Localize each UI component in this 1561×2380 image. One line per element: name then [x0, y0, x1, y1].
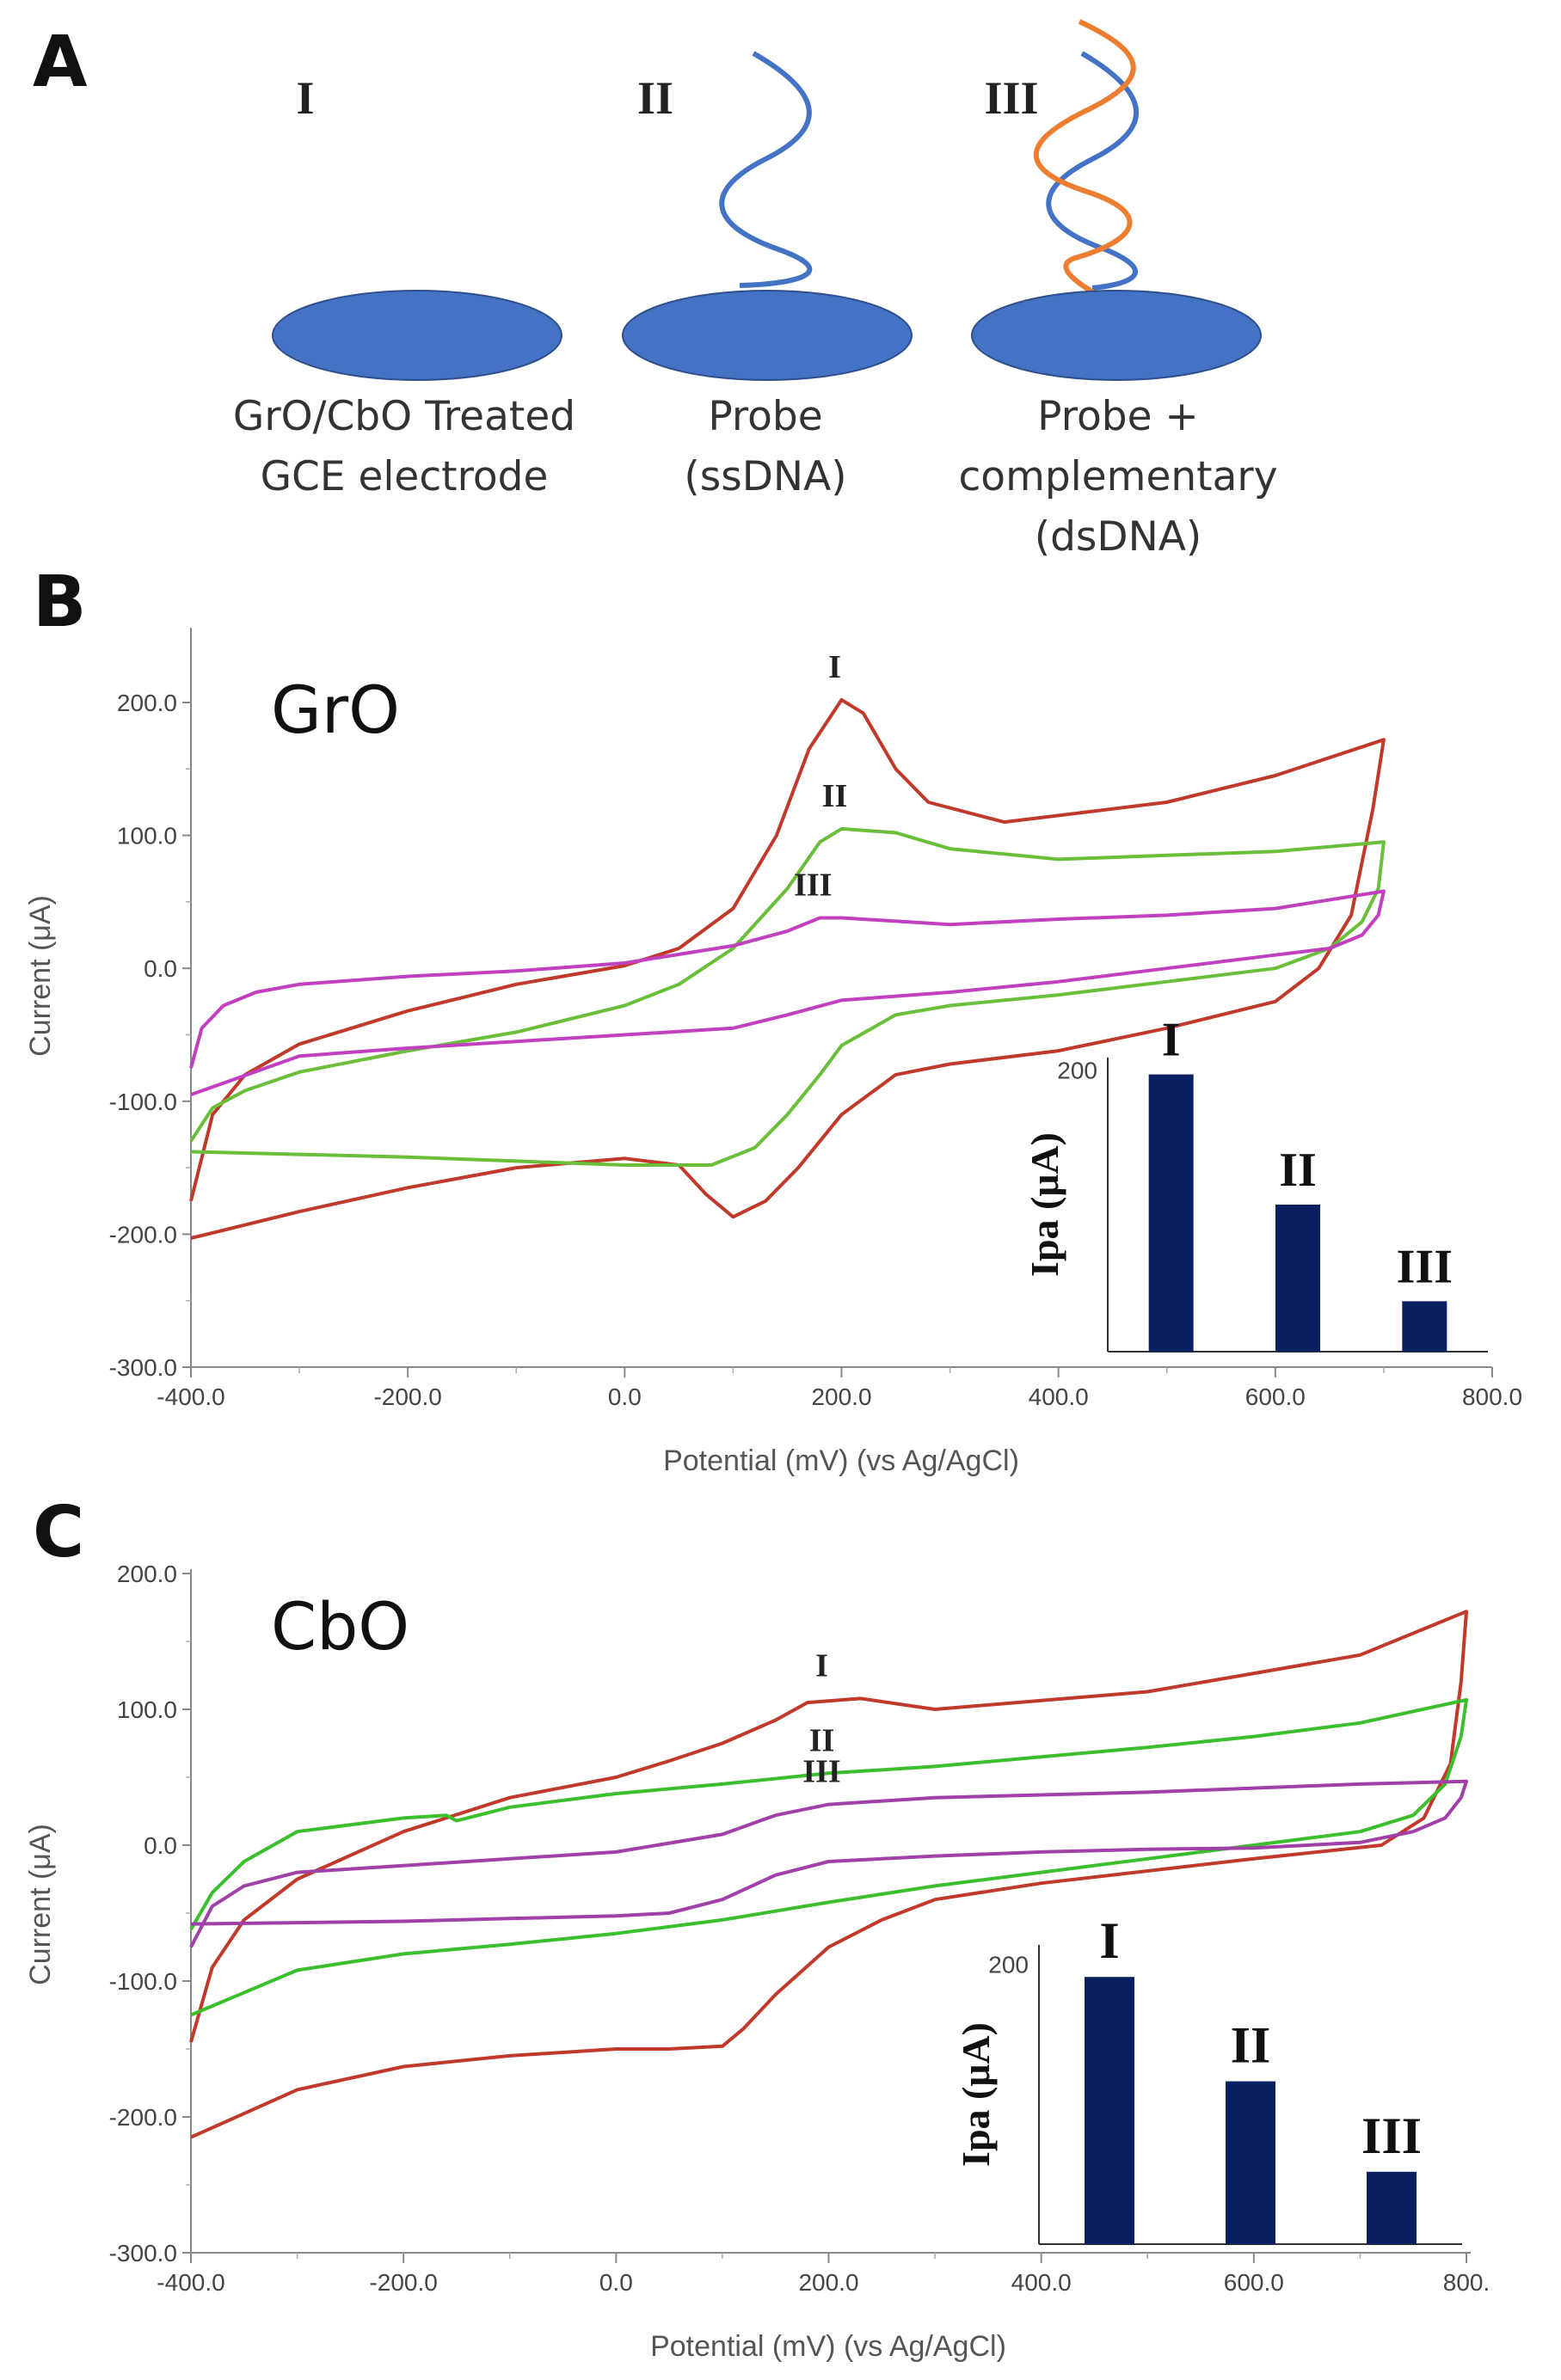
- x-tick-label: 400.0: [1029, 1383, 1089, 1410]
- y-tick-label: -100.0: [109, 1089, 177, 1115]
- x-tick-label: -400.0: [157, 1383, 224, 1410]
- inset-y-axis-title: Ipa (μA): [954, 2022, 998, 2167]
- stage-1: I GrO/CbO Treated GCE electrode: [233, 72, 575, 500]
- stage-2-label-line1: Probe: [708, 393, 822, 440]
- x-tick-label: 200.0: [811, 1383, 871, 1410]
- x-tick-label: 0.0: [608, 1383, 642, 1410]
- probe-strand-dsdna: [1046, 51, 1140, 291]
- inset-bar-label: III: [1361, 2107, 1422, 2164]
- inset-bar-label: I: [1162, 1014, 1181, 1067]
- inset-bar-label: III: [1397, 1240, 1453, 1293]
- x-tick-label: 600.0: [1224, 2269, 1284, 2296]
- inset-bar-i: [1085, 1977, 1134, 2244]
- x-tick-label: 800.: [1443, 2269, 1490, 2296]
- y-tick-label: 0.0: [144, 955, 177, 982]
- stage-1-numeral: I: [296, 72, 314, 124]
- stage-3: III Probe + complementary (dsDNA): [958, 19, 1278, 561]
- inset-y-tick-label: 200: [1057, 1057, 1097, 1083]
- inset-y-axis-title: Ipa (μA): [1023, 1132, 1066, 1277]
- cv-curve-iii: [189, 889, 1386, 1096]
- x-tick-label: 0.0: [599, 2269, 633, 2296]
- y-tick-label: -300.0: [109, 2240, 177, 2267]
- x-axis-title: Potential (mV) (vs Ag/AgCl): [663, 1445, 1019, 1477]
- panel-a: A I GrO/CbO Treated GCE electrode II Pro…: [33, 19, 1278, 561]
- electrode-2: [622, 290, 913, 381]
- stage-3-numeral: III: [984, 72, 1038, 124]
- stage-2-label-line2: (ssDNA): [684, 453, 846, 500]
- cv-curve-i: [189, 1610, 1468, 2139]
- x-axis-title: Potential (mV) (vs Ag/AgCl): [650, 2330, 1006, 2363]
- inset-bar-i: [1148, 1074, 1194, 1352]
- y-tick-label: -100.0: [109, 1968, 177, 1995]
- inset-bar-label: II: [1279, 1144, 1317, 1197]
- inset-bar-label: II: [1231, 2017, 1271, 2074]
- x-tick-label: 800.0: [1462, 1383, 1522, 1410]
- y-tick-label: 200.0: [117, 690, 177, 716]
- stage-2-numeral: II: [637, 72, 673, 124]
- inset-bar-iii: [1367, 2171, 1417, 2244]
- x-tick-label: 600.0: [1245, 1383, 1306, 1410]
- electrode-1: [272, 290, 562, 381]
- y-tick-label: 0.0: [144, 1832, 177, 1859]
- stage-3-label-line2: complementary: [958, 453, 1277, 500]
- inset-bar-ii: [1275, 1205, 1320, 1352]
- y-tick-label: 200.0: [117, 1561, 177, 1587]
- stage-1-label-line1: GrO/CbO Treated: [233, 393, 575, 440]
- stage-3-label-line3: (dsDNA): [1035, 513, 1202, 561]
- inset-y-tick-label: 200: [988, 1951, 1029, 1978]
- curve-label-iii: III: [794, 867, 832, 903]
- x-tick-label: -200.0: [373, 1383, 441, 1410]
- stage-1-label-line2: GCE electrode: [261, 453, 549, 500]
- y-tick-label: -200.0: [109, 2104, 177, 2131]
- panel-letter-b: B: [33, 561, 87, 643]
- cv-curve-iii: [189, 1779, 1468, 1948]
- y-axis-title: Current (μA): [24, 895, 57, 1057]
- cv-curve-ii: [189, 826, 1386, 1167]
- panel-letter-a: A: [33, 21, 88, 103]
- x-tick-label: 200.0: [798, 2269, 858, 2296]
- cv-curve-ii: [189, 1697, 1468, 2017]
- chart-title: GrO: [271, 672, 400, 748]
- stage-3-label-line1: Probe +: [1037, 393, 1199, 440]
- inset-bar-iii: [1402, 1301, 1447, 1352]
- complementary-strand: [1033, 19, 1136, 304]
- curve-label-i: I: [815, 1647, 828, 1684]
- x-tick-label: -200.0: [369, 2269, 437, 2296]
- stage-2: II Probe (ssDNA): [622, 51, 913, 500]
- panel-letter-c: C: [33, 1492, 84, 1573]
- electrode-3: [971, 290, 1262, 381]
- y-tick-label: 100.0: [117, 823, 177, 850]
- curve-label-ii: II: [822, 778, 848, 814]
- inset-bar-label: I: [1099, 1912, 1119, 1969]
- inset-bar-ii: [1226, 2081, 1275, 2244]
- probe-strand-ssdna: [719, 51, 813, 288]
- y-tick-label: -200.0: [109, 1221, 177, 1248]
- x-tick-label: 400.0: [1011, 2269, 1072, 2296]
- curve-label-ii: II: [809, 1722, 835, 1758]
- y-axis-title: Current (μA): [24, 1824, 57, 1985]
- chart-title: CbO: [271, 1588, 409, 1665]
- y-tick-label: -300.0: [109, 1354, 177, 1381]
- curve-label-i: I: [828, 649, 841, 685]
- curve-label-iii: III: [802, 1754, 840, 1790]
- y-tick-label: 100.0: [117, 1696, 177, 1723]
- x-tick-label: -400.0: [157, 2269, 224, 2296]
